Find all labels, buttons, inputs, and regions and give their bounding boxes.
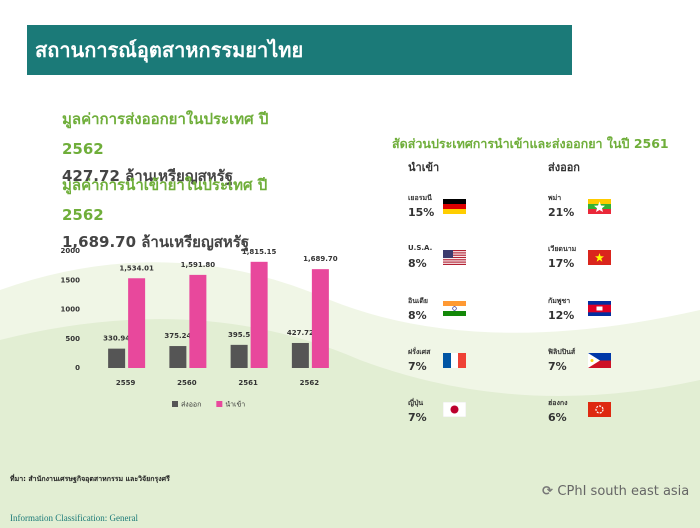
export-title: มูลค่าการส่งออกยาในประเทศ ปี 2562 [62,110,269,158]
value-label: 1,534.01 [119,264,154,272]
bar [250,261,268,368]
country: ฮ่องกง [548,399,568,407]
value-label: 1,815.15 [242,248,277,256]
value-label: 375.24 [164,332,191,340]
logo-icon: ⟳ [542,484,558,499]
export-header: ส่งออก [548,161,580,174]
value-label: 395.5 [228,331,250,339]
bar [128,278,146,368]
bar [311,269,329,368]
share-title: สัดส่วนประเทศการนำเข้าและส่งออกยา ในปี 2… [392,136,669,151]
import-header: นำเข้า [408,161,440,174]
slide-title: สถานการณ์อุตสาหกรรมยาไทย [27,25,572,75]
share: 7% [408,360,427,373]
flag-france [443,353,466,368]
y-tick-label: 0 [75,364,80,372]
x-tick-label: 2560 [177,379,197,387]
export-value: 427.72 ล้านเหรียญสหรัฐ [62,167,233,185]
logo: ⟳ CPhI south east asia [542,484,689,499]
flag-myanmar [588,199,611,214]
x-tick-label: 2562 [300,379,320,387]
source-note: ที่มา: สำนักงานเศรษฐกิจอุตสาหกรรม และวิจ… [10,475,170,483]
country: ฟิลิปปินส์ [548,348,576,356]
x-tick-label: 2561 [238,379,258,387]
share: 21% [548,206,575,219]
share: 7% [408,411,427,424]
country: ญี่ปุ่น [408,399,424,407]
import-value: 1,689.70 ล้านเหรียญสหรัฐ [62,233,250,251]
country: ฝรั่งเศส [408,348,431,356]
bar [169,346,187,368]
y-tick-label: 1000 [61,306,81,314]
background-wave [0,319,700,528]
legend-label: นำเข้า [225,401,245,409]
value-label: 1,689.70 [303,255,338,263]
import-title: มูลค่าการนำเข้ายาในประเทศ ปี 2562 [62,176,268,224]
country: พม่า [548,194,562,202]
share: 12% [548,309,575,322]
value-label: 1,591.80 [181,261,216,269]
y-tick-label: 1500 [61,276,81,284]
flag-vietnam [588,250,611,265]
share: 6% [548,411,567,424]
flag-hong-kong [588,402,611,417]
value-label: 427.72 [287,329,314,337]
share: 15% [408,206,435,219]
share: 8% [408,309,427,322]
y-tick-label: 2000 [61,247,81,255]
country: เวียดนาม [548,245,577,253]
classification: Information Classification: General [10,513,138,523]
logo-text: CPhI south east asia [557,484,690,499]
bar [291,342,309,368]
country: เยอรมนี [408,194,432,202]
share: 17% [548,257,575,270]
value-label: 330.94 [103,335,130,343]
share: 8% [408,257,427,270]
legend-swatch [172,401,178,407]
flag-usa [443,250,466,265]
flag-germany [443,199,466,214]
bar [230,344,248,368]
bar [108,348,126,368]
country: U.S.A. [408,244,433,252]
flag-india [443,301,466,316]
country: กัมพูชา [548,297,571,305]
x-tick-label: 2559 [116,379,136,387]
country: อินเดีย [408,297,429,305]
legend-label: ส่งออก [181,401,201,409]
legend-swatch [216,401,223,407]
bar [189,274,207,368]
y-tick-label: 500 [65,335,80,343]
flag-japan [443,402,466,417]
flag-philippines [588,353,611,368]
share: 7% [548,360,567,373]
flag-cambodia [588,301,611,316]
